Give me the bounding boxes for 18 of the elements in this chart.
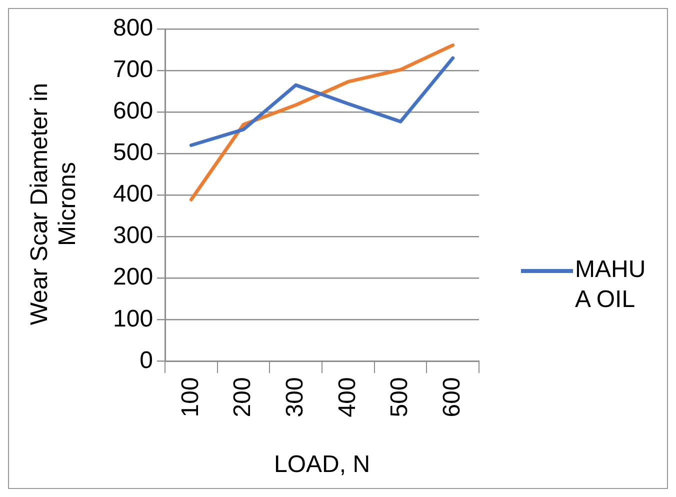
y-tick-label: 400 <box>112 180 154 208</box>
x-axis-title: LOAD, N <box>274 451 370 478</box>
y-tick-label: 600 <box>112 98 154 125</box>
y-axis-title: Wear Scar Diameter in Microns <box>26 82 82 328</box>
x-tick-label: 100 <box>176 377 204 418</box>
legend-label: MAHUA OIL <box>575 255 647 315</box>
y-tick-label: 500 <box>112 139 154 166</box>
y-tick-label: 800 <box>112 14 154 42</box>
y-tick-label: 0 <box>140 346 154 374</box>
x-tick-label: 200 <box>229 377 256 418</box>
x-tick-label: 500 <box>386 377 414 418</box>
y-tick-label: 100 <box>112 305 154 332</box>
x-tick-label: 300 <box>281 377 308 418</box>
y-tick-label: 700 <box>112 56 154 84</box>
x-tick-label: 400 <box>334 377 361 418</box>
y-tick-label: 200 <box>112 264 154 291</box>
x-tick-label: 600 <box>438 377 466 418</box>
y-tick-label: 300 <box>112 222 154 250</box>
